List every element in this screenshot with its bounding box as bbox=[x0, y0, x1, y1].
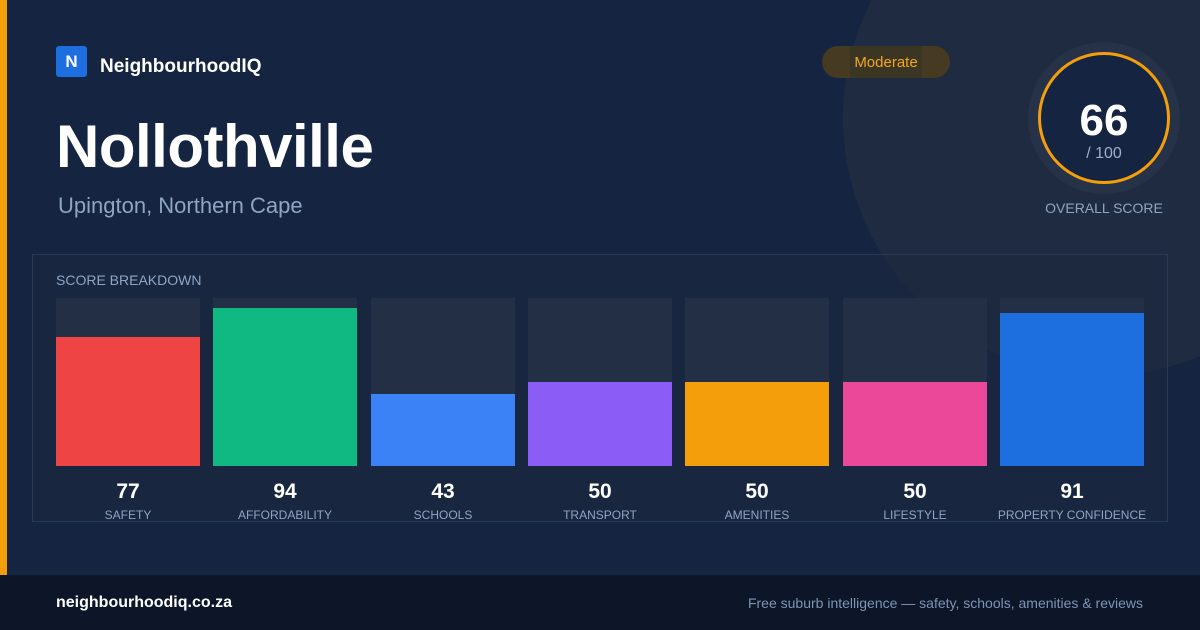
brand-name: NeighbourhoodIQ bbox=[100, 56, 262, 77]
suburb-location: Upington, Northern Cape bbox=[58, 193, 303, 218]
bar-track bbox=[56, 298, 200, 466]
bar bbox=[371, 394, 515, 466]
bar-value-label: 94 bbox=[273, 480, 297, 503]
accent-bar bbox=[0, 0, 7, 575]
bar-track bbox=[1000, 298, 1144, 466]
score-ring-inner: 66 / 100 bbox=[1038, 52, 1170, 184]
bar-category-label: SCHOOLS bbox=[413, 508, 473, 522]
overall-score-ring: 66 / 100 bbox=[1028, 42, 1180, 194]
bar bbox=[213, 308, 357, 466]
bar-category-label: AMENITIES bbox=[724, 508, 790, 522]
overall-score-max: / 100 bbox=[1086, 145, 1122, 162]
rating-badge: Moderate bbox=[822, 46, 950, 78]
bar-category-label: PROPERTY CONFIDENCE bbox=[997, 508, 1147, 522]
bar-track bbox=[843, 298, 987, 466]
bar bbox=[56, 337, 200, 466]
footer: neighbourhoodiq.co.za Free suburb intell… bbox=[0, 575, 1200, 630]
footer-tagline: Free suburb intelligence — safety, schoo… bbox=[747, 595, 1143, 611]
overall-score-value: 66 bbox=[1079, 96, 1129, 145]
bar-value-label: 50 bbox=[903, 480, 927, 503]
bar-category-label: SAFETY bbox=[104, 508, 152, 522]
bar-track bbox=[213, 298, 357, 466]
suburb-title: Nollothville bbox=[56, 113, 374, 180]
bar bbox=[1000, 313, 1144, 466]
bar bbox=[843, 382, 987, 466]
rating-badge-label: Moderate bbox=[854, 53, 918, 71]
bar-category-label: LIFESTYLE bbox=[883, 508, 947, 522]
bar-value-label: 50 bbox=[588, 480, 612, 503]
share-card: N NeighbourhoodIQ Nollothville Upington,… bbox=[0, 0, 1180, 575]
bar-value-label: 91 bbox=[1060, 480, 1084, 503]
bar-track bbox=[685, 298, 829, 466]
bar-track bbox=[528, 298, 672, 466]
footer-url[interactable]: neighbourhoodiq.co.za bbox=[56, 594, 232, 611]
bar bbox=[528, 382, 672, 466]
bar-track bbox=[371, 298, 515, 466]
bar bbox=[685, 382, 829, 466]
bar-category-label: AFFORDABILITY bbox=[237, 508, 332, 522]
bar-value-label: 43 bbox=[431, 480, 455, 503]
bar-category-label: TRANSPORT bbox=[563, 508, 637, 522]
overall-score-label: OVERALL SCORE bbox=[1045, 200, 1163, 216]
bar-value-label: 77 bbox=[116, 480, 140, 503]
brand-logo-icon: N bbox=[56, 46, 87, 77]
score-breakdown-title: SCORE BREAKDOWN bbox=[56, 272, 202, 288]
bar-value-label: 50 bbox=[745, 480, 769, 503]
